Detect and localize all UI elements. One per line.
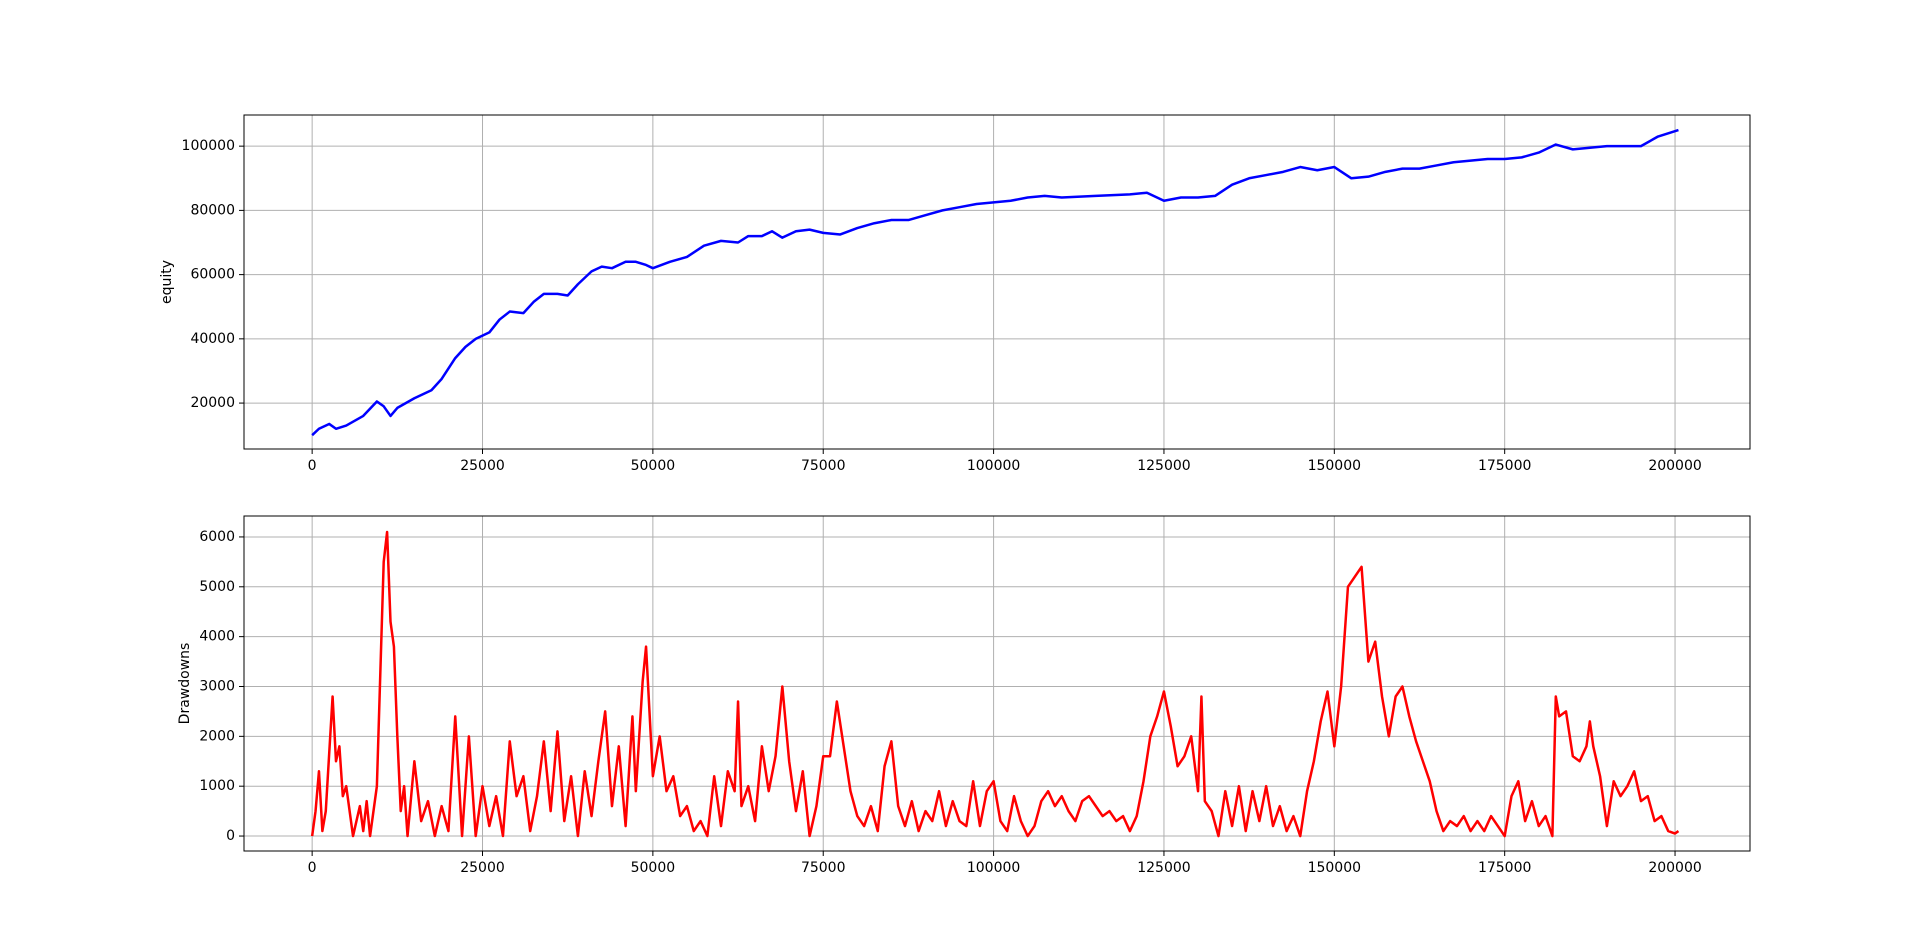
y-tick-label: 2000 <box>199 728 235 744</box>
x-tick-label: 175000 <box>1478 860 1531 876</box>
y-tick-label: 5000 <box>199 579 235 595</box>
x-tick-label: 25000 <box>460 860 505 876</box>
x-tick-label: 175000 <box>1478 458 1531 474</box>
x-tick-label: 200000 <box>1648 458 1701 474</box>
x-tick-label: 150000 <box>1308 458 1361 474</box>
x-tick-label: 100000 <box>967 860 1020 876</box>
y-tick-label: 60000 <box>190 267 235 283</box>
y-axis-label: Drawdowns <box>177 643 193 725</box>
axes-frame <box>243 114 1751 450</box>
y-tick-label: 3000 <box>199 678 235 694</box>
axes-frame <box>243 515 1751 852</box>
x-tick-label: 25000 <box>460 458 505 474</box>
x-tick-label: 100000 <box>967 458 1020 474</box>
y-tick-label: 1000 <box>199 778 235 794</box>
y-tick-label: 100000 <box>182 138 235 154</box>
y-tick-label: 40000 <box>190 331 235 347</box>
equity-line <box>311 128 1679 437</box>
x-tick-label: 125000 <box>1137 860 1190 876</box>
y-tick-label: 6000 <box>199 529 235 545</box>
x-tick-label: 75000 <box>801 860 846 876</box>
y-tick-label: 4000 <box>199 629 235 645</box>
x-tick-label: 125000 <box>1137 458 1190 474</box>
x-tick-label: 0 <box>308 860 317 876</box>
x-tick-label: 200000 <box>1648 860 1701 876</box>
x-tick-label: 150000 <box>1308 860 1361 876</box>
x-tick-label: 75000 <box>801 458 846 474</box>
y-axis-label: equity <box>159 260 175 304</box>
y-tick-label: 80000 <box>190 202 235 218</box>
equity-line <box>310 530 1680 838</box>
x-tick-label: 50000 <box>631 860 676 876</box>
x-tick-label: 0 <box>308 458 317 474</box>
y-tick-label: 20000 <box>190 395 235 411</box>
y-tick-label: 0 <box>226 828 235 844</box>
x-tick-label: 50000 <box>631 458 676 474</box>
